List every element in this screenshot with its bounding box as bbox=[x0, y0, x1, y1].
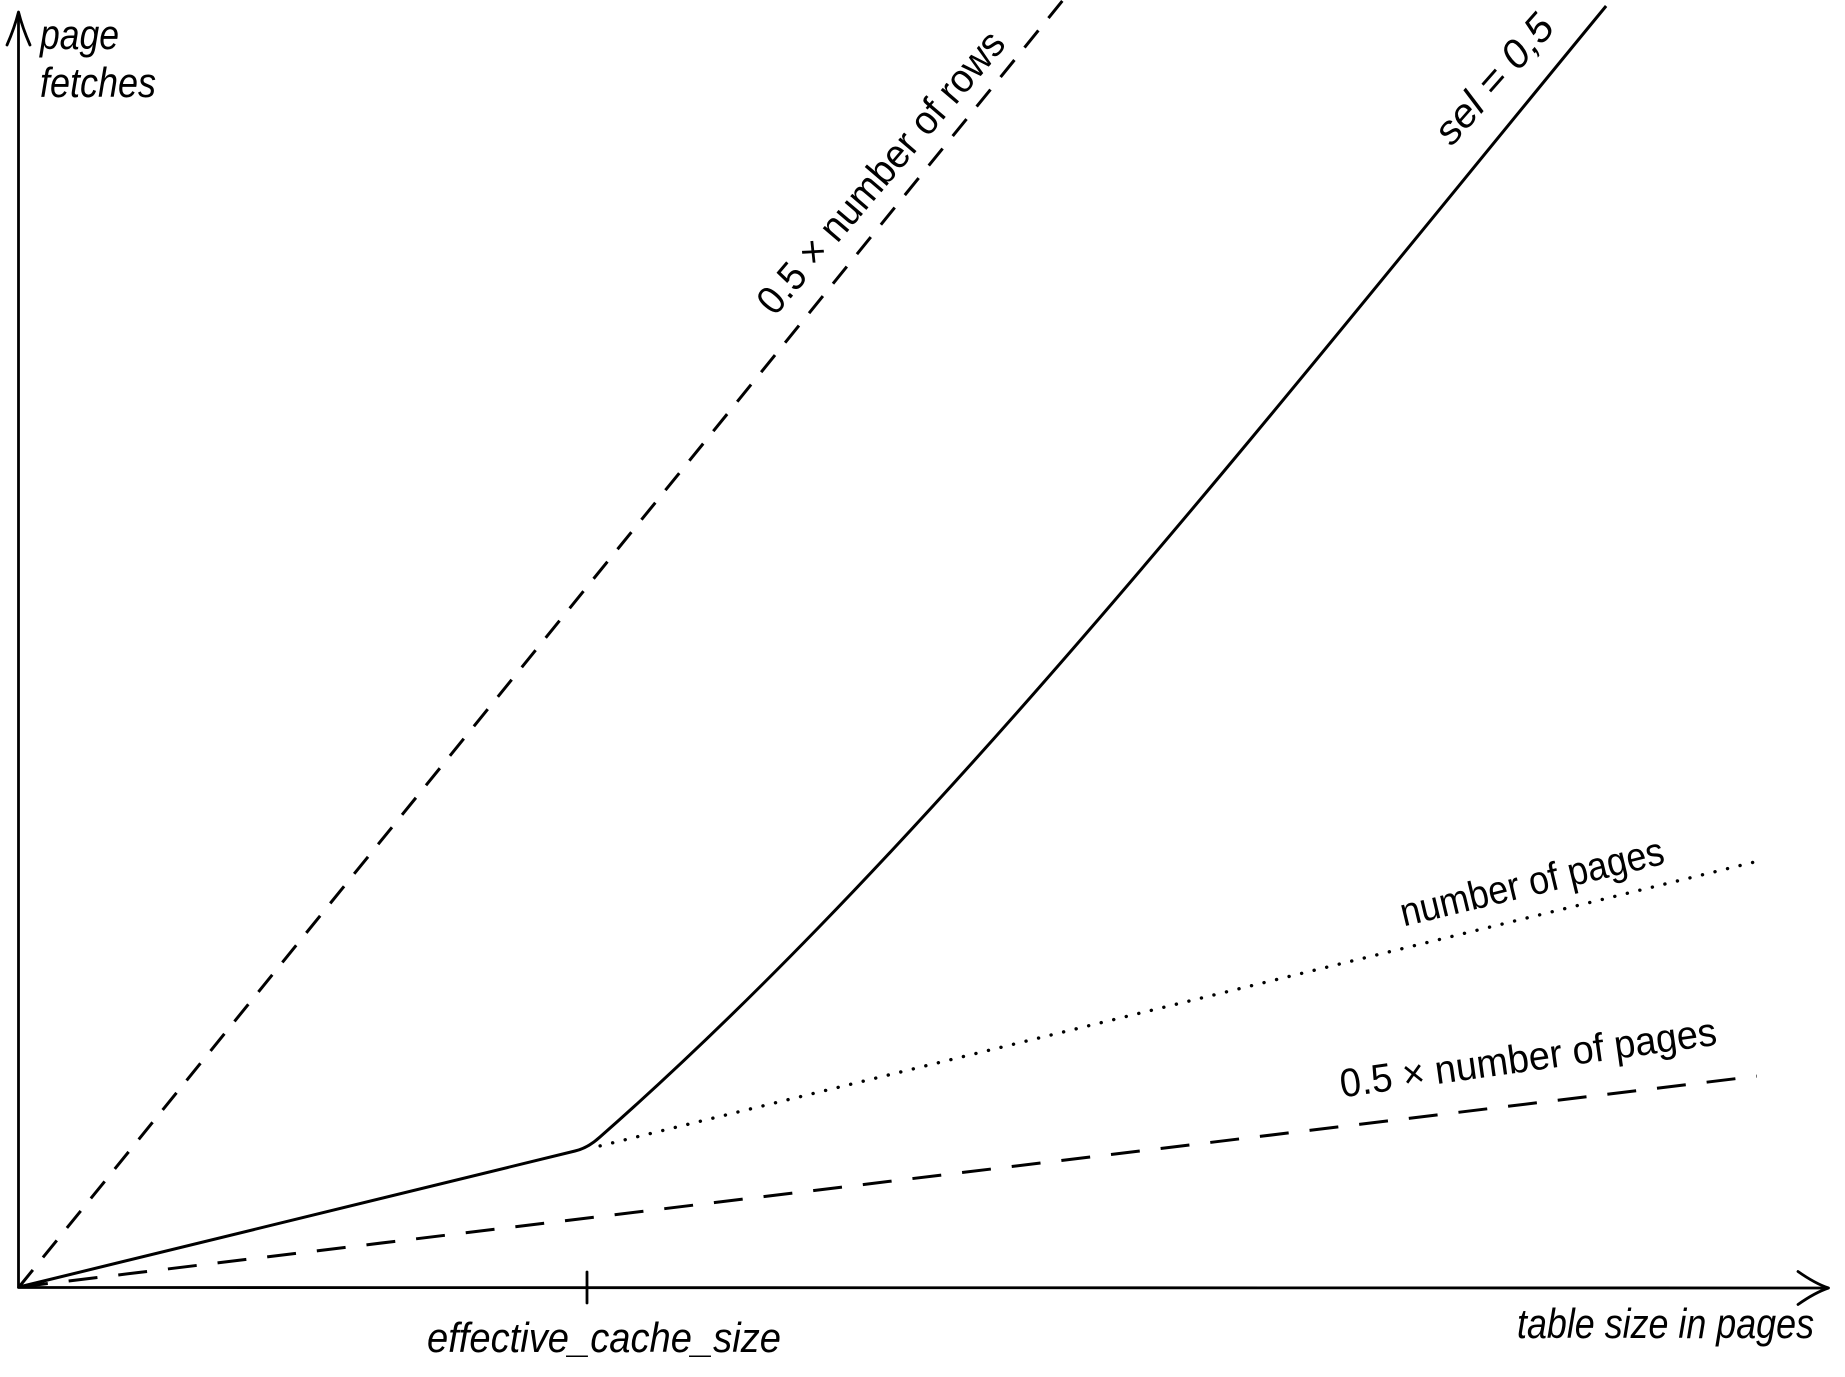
series-pages-line bbox=[598, 860, 1757, 1148]
label-half-pages: 0.5 × number of pages bbox=[1337, 1010, 1719, 1106]
y-axis-label-line2: fetches bbox=[40, 59, 156, 106]
series-half-rows-line bbox=[17, 0, 1065, 1288]
y-axis-arrowhead-icon bbox=[5, 10, 32, 47]
label-half-rows: 0.5 × number of rows bbox=[748, 22, 1014, 323]
x-axis-arrowhead-icon bbox=[1796, 1270, 1830, 1306]
series-lines bbox=[17, 0, 1757, 1289]
y-axis-label-line1: page bbox=[38, 11, 119, 58]
axes bbox=[5, 10, 1830, 1306]
x-axis-line bbox=[17, 1286, 1828, 1290]
x-axis-label: table size in pages bbox=[1517, 1300, 1814, 1347]
series-sel-line bbox=[18, 5, 1608, 1289]
labels: page fetches table size in pages effecti… bbox=[38, 5, 1814, 1361]
series-half-pages-line bbox=[18, 1074, 1757, 1289]
x-axis-tick-label: effective_cache_size bbox=[427, 1314, 781, 1361]
label-sel: sel = 0,5 bbox=[1425, 5, 1563, 153]
label-pages: number of pages bbox=[1396, 829, 1669, 935]
